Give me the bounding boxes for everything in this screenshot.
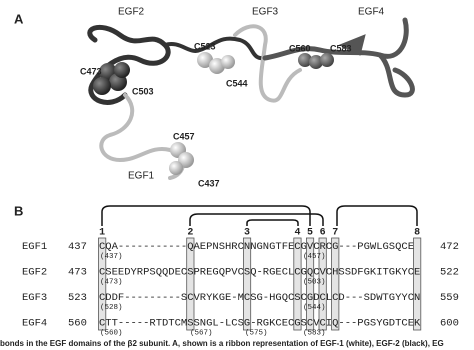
end-number: 522	[440, 266, 459, 278]
panel-label: B	[14, 203, 23, 218]
ribbon-structure	[87, 17, 415, 180]
sequence: CDDF---------SCVRYKGE-MCSG-HGQCSCGDCLCD-…	[99, 292, 420, 304]
residue-annotation: (528)	[100, 304, 123, 312]
column-box	[331, 237, 340, 331]
residue-label: C457	[173, 131, 195, 141]
row-name: EGF3	[22, 292, 47, 304]
residue-label: C473	[80, 66, 102, 76]
bond-number: 2	[187, 228, 193, 239]
row-name: EGF2	[22, 266, 47, 278]
bond-number: 1	[99, 228, 105, 239]
sequence: CTT-----RTDTCMSSNGL-LCSG-RGKCECGSCVCIQ--…	[99, 317, 421, 329]
end-number: 559	[440, 292, 459, 304]
start-number: 437	[68, 241, 87, 253]
end-number: 600	[440, 317, 459, 329]
bond-number: 7	[332, 228, 338, 239]
domain-label: EGF4	[358, 7, 385, 18]
residue-annotation: (457)	[303, 253, 326, 261]
residue-annotation: (503)	[303, 278, 326, 286]
column-box	[98, 237, 107, 331]
bond-number: 3	[244, 228, 250, 239]
column-box	[293, 237, 302, 331]
column-box	[242, 237, 252, 331]
column-box	[318, 237, 327, 331]
residue-label: C523	[194, 41, 216, 51]
caption: bonds in the EGF domains of the β2 subun…	[0, 339, 444, 348]
end-number: 472	[440, 241, 459, 253]
column-box	[186, 237, 195, 331]
residue-annotation: (583)	[303, 329, 326, 337]
residue-label: C437	[198, 178, 220, 188]
column-box	[413, 237, 422, 331]
alignment: EGF1 437 CQA-----------QAEPNSHRCNNGNGTFECG…	[22, 241, 459, 338]
sequence: CQA-----------QAEPNSHRCNNGNGTFECGVCRCG--…	[99, 241, 414, 253]
row-name: EGF4	[22, 317, 47, 329]
sequence: CSEEDYRPSQQDECSPREGQPVCSQ-RGECLCGQCVCHSS…	[99, 266, 420, 278]
residue-label: C583	[330, 43, 352, 53]
residue-annotation: (473)	[100, 278, 123, 286]
residue-annotation: (437)	[100, 253, 123, 261]
residue-label: C503	[132, 86, 154, 96]
domain-label: EGF1	[128, 171, 155, 182]
start-number: 560	[68, 317, 87, 329]
residue-label: C544	[226, 78, 248, 88]
panel-label: A	[14, 11, 24, 26]
start-number: 473	[68, 266, 87, 278]
residue-annotation: (575)	[245, 329, 268, 337]
bond-number: 5	[307, 228, 313, 239]
start-number: 523	[68, 292, 87, 304]
residue-label: C560	[289, 43, 311, 53]
domain-label: EGF2	[118, 7, 145, 18]
row-name: EGF1	[22, 241, 47, 253]
disulfide-bonds	[101, 205, 418, 226]
bond-number: 6	[320, 228, 326, 239]
bond-number: 4	[294, 228, 300, 239]
residue-annotation: (567)	[190, 329, 213, 337]
column-box	[305, 237, 315, 331]
domain-label: EGF3	[252, 7, 279, 18]
residue-annotation: (544)	[303, 304, 326, 312]
residue-annotation: (560)	[100, 329, 123, 337]
bond-number: 8	[414, 228, 420, 239]
